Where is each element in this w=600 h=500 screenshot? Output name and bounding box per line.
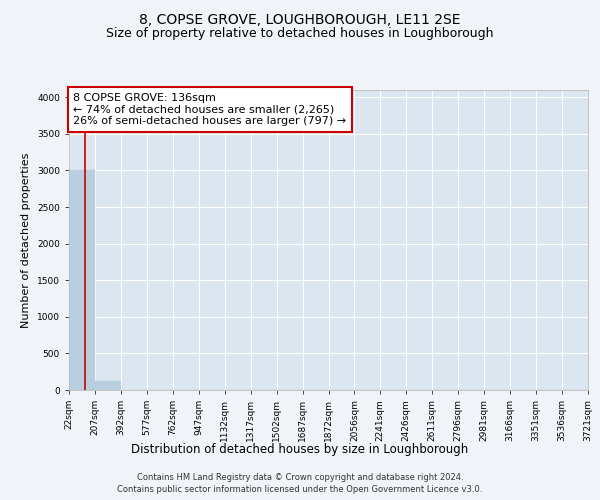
- Text: 8 COPSE GROVE: 136sqm
← 74% of detached houses are smaller (2,265)
26% of semi-d: 8 COPSE GROVE: 136sqm ← 74% of detached …: [73, 93, 346, 126]
- Text: 8, COPSE GROVE, LOUGHBOROUGH, LE11 2SE: 8, COPSE GROVE, LOUGHBOROUGH, LE11 2SE: [139, 12, 461, 26]
- Text: Contains HM Land Registry data © Crown copyright and database right 2024.: Contains HM Land Registry data © Crown c…: [137, 472, 463, 482]
- Text: Contains public sector information licensed under the Open Government Licence v3: Contains public sector information licen…: [118, 485, 482, 494]
- Bar: [69, 170, 95, 390]
- Y-axis label: Number of detached properties: Number of detached properties: [22, 152, 31, 328]
- Text: Size of property relative to detached houses in Loughborough: Size of property relative to detached ho…: [106, 28, 494, 40]
- Bar: [95, 381, 121, 390]
- Text: Distribution of detached houses by size in Loughborough: Distribution of detached houses by size …: [131, 442, 469, 456]
